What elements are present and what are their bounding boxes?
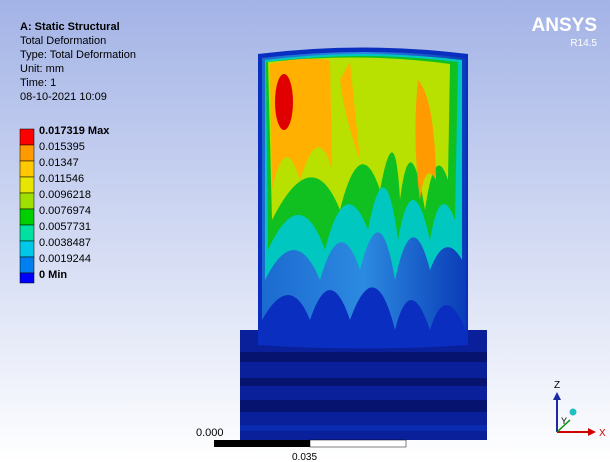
- axis-label: Y: [561, 416, 567, 426]
- legend-label: 0.017319 Max: [39, 125, 110, 137]
- legend-label: 0.0019244: [39, 253, 91, 265]
- legend-swatch: [20, 145, 34, 161]
- legend-label: 0.0057731: [39, 221, 91, 233]
- legend-swatch: [20, 225, 34, 241]
- page: A: Static Structural Total Deformation T…: [0, 0, 610, 462]
- header-line: 08-10-2021 10:09: [20, 91, 107, 103]
- axis-label: Z: [554, 380, 560, 391]
- logo: ANSYS: [532, 15, 597, 36]
- legend-swatch: [20, 161, 34, 177]
- header-line: Type: Total Deformation: [20, 49, 136, 61]
- scale-label: 0.000: [196, 427, 224, 439]
- legend-swatch: [20, 209, 34, 225]
- legend-label: 0.0038487: [39, 237, 91, 249]
- legend-swatch: [20, 273, 34, 283]
- legend-swatch: [20, 129, 34, 145]
- viewport: A: Static Structural Total Deformation T…: [0, 0, 610, 462]
- legend-swatch: [20, 193, 34, 209]
- axis-label: X: [599, 428, 606, 439]
- header-line: Unit: mm: [20, 63, 64, 75]
- deformed-cylinder: [258, 49, 468, 349]
- legend-swatch: [20, 177, 34, 193]
- legend-label: 0.015395: [39, 141, 85, 153]
- legend-label: 0.0096218: [39, 189, 91, 201]
- logo-version: R14.5: [570, 38, 597, 49]
- analysis-title: A: Static Structural: [20, 21, 120, 33]
- legend-swatch: [20, 241, 34, 257]
- scale-label: 0.035: [292, 452, 317, 462]
- legend-swatch: [20, 257, 34, 273]
- legend-label: 0.0076974: [39, 205, 91, 217]
- header-line: Total Deformation: [20, 35, 106, 47]
- legend: [20, 129, 34, 283]
- header-line: Time: 1: [20, 77, 56, 89]
- legend-label: 0.011546: [39, 173, 84, 185]
- legend-label: 0 Min: [39, 269, 67, 281]
- legend-label: 0.01347: [39, 157, 79, 169]
